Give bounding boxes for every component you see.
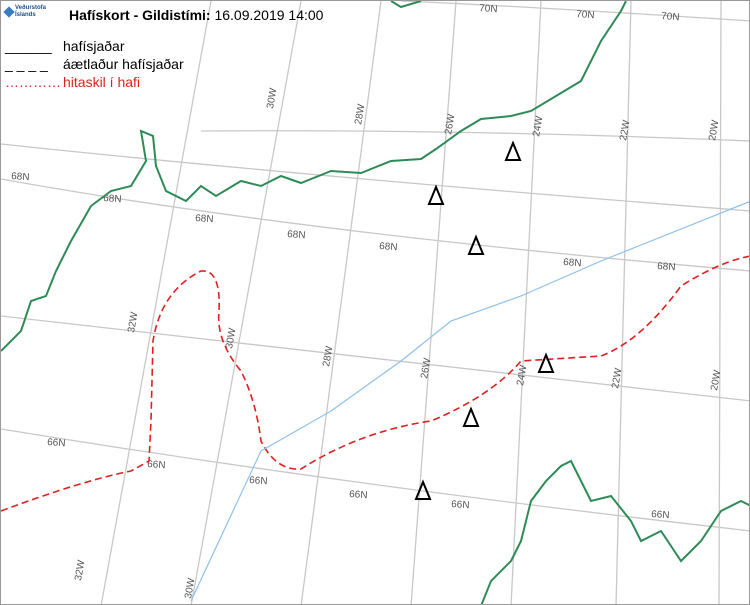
route-line <box>190 201 749 602</box>
legend-symbol: _ _ _ _ <box>5 56 48 72</box>
legend-symbol: ………… <box>5 74 61 90</box>
iceland-coast <box>480 459 749 604</box>
grid-label: 66N <box>47 437 66 449</box>
grid-label: 20W <box>707 119 722 142</box>
grid-label: 26W <box>419 357 434 380</box>
grid-label: 66N <box>147 459 166 471</box>
logo-text: Íslands <box>15 12 36 18</box>
legend-label: hafísjaðar <box>63 38 125 54</box>
grid-label: 70N <box>576 9 595 21</box>
grid-label: 66N <box>451 499 470 511</box>
grid-labels: 70N 70N 70N 68N 68N 68N 68N 68N 68N 68N 66N 66N 66N 6… <box>11 3 724 600</box>
grid-label: 68N <box>379 241 398 253</box>
time: 16.09.2019 14:00 <box>214 7 324 23</box>
grid-label: 26W <box>443 113 458 136</box>
legend-label: hitaskil í hafi <box>63 74 141 90</box>
grid-label: 32W <box>73 559 88 582</box>
ice-markers <box>414 140 555 500</box>
legend-label: áætlaður hafísjaðar <box>63 56 184 72</box>
grid-label: 20W <box>709 369 724 392</box>
grid-label: 68N <box>11 171 30 183</box>
legend: ______ hafísjaðar _ _ _ _ áætlaður hafísja… <box>5 37 184 91</box>
grid-label: 24W <box>531 115 546 138</box>
grid-label: 68N <box>657 261 676 273</box>
grid-label: 66N <box>651 509 670 521</box>
title: Hafískort - Gildistími: <box>69 7 211 23</box>
greenland-coast <box>390 1 422 9</box>
grid-label: 70N <box>479 3 498 15</box>
grid-label: 68N <box>287 229 306 241</box>
logo-text: Veðurstofa <box>15 5 47 11</box>
greenland-coast <box>1 1 627 352</box>
grid-label: 22W <box>610 367 625 390</box>
temperature-front <box>1 255 749 512</box>
grid-label: 30W <box>183 577 198 600</box>
grid-label: 32W <box>126 311 141 334</box>
legend-symbol: ______ <box>5 38 52 54</box>
grid-label: 66N <box>349 489 368 501</box>
grid-label: 70N <box>661 11 680 23</box>
grid-label: 28W <box>353 103 368 126</box>
grid-label: 30W <box>265 87 280 110</box>
grid-label: 68N <box>103 193 122 205</box>
grid-label: 68N <box>195 213 214 225</box>
grid-label: 24W <box>515 364 530 387</box>
grid-label: 30W <box>224 327 239 350</box>
grid-label: 66N <box>249 475 268 487</box>
grid-label: 28W <box>321 345 336 368</box>
header: Veðurstofa Íslands Hafískort - Gildistími… <box>5 5 323 25</box>
grid-label: 22W <box>618 119 633 142</box>
grid-label: 68N <box>563 257 582 269</box>
logo: Veðurstofa Íslands <box>5 5 69 25</box>
